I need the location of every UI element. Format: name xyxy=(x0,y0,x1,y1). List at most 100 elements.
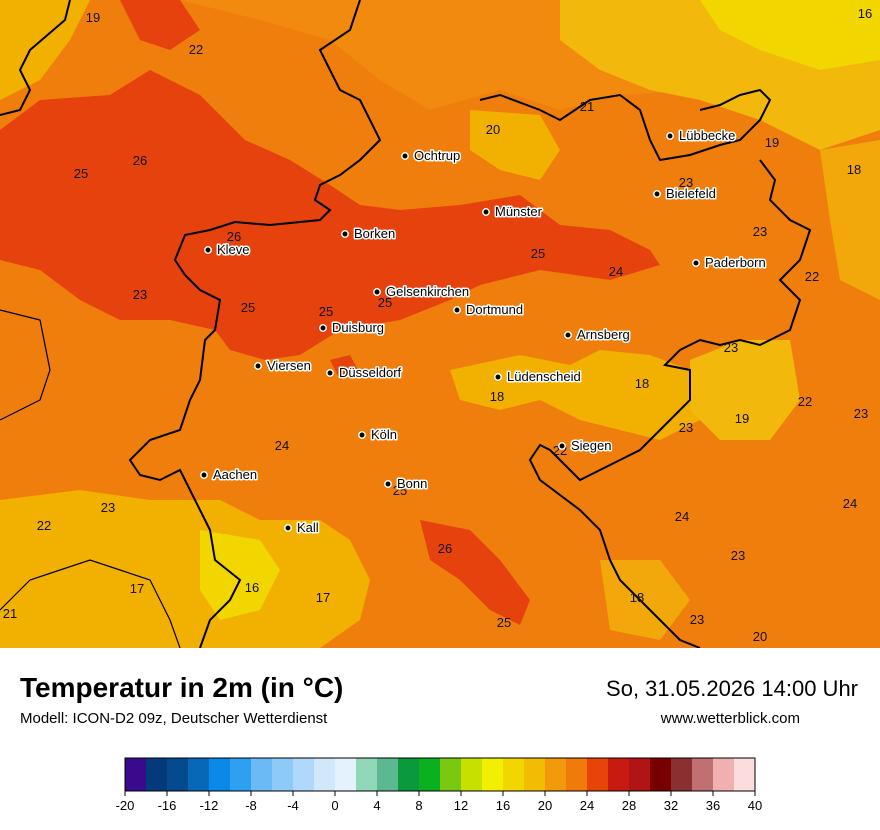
legend-frame xyxy=(124,757,756,792)
legend-swatch xyxy=(629,758,651,791)
temperature-label: 23 xyxy=(690,612,704,627)
legend-tick-label: 20 xyxy=(538,798,552,813)
temperature-label: 20 xyxy=(753,629,767,644)
cool-region-southeast-2 xyxy=(600,560,690,640)
temperature-label: 23 xyxy=(679,420,693,435)
temperature-label: 26 xyxy=(227,229,241,244)
legend-swatch xyxy=(125,758,147,791)
temperature-map: 19 16 22 21 20 19 26 18 25 23 23 26 25 24 22 23 25 25 25 23… xyxy=(0,0,880,648)
city-marker[interactable]: Köln xyxy=(358,426,399,444)
city-label: Düsseldorf xyxy=(339,365,402,380)
city-marker[interactable]: Ochtrup xyxy=(401,147,462,165)
legend-tick-label: 32 xyxy=(664,798,678,813)
temperature-label: 25 xyxy=(531,246,545,261)
city-label: Dortmund xyxy=(466,302,523,317)
legend-swatch xyxy=(146,758,168,791)
city-label: Münster xyxy=(495,204,543,219)
city-dot xyxy=(319,324,327,332)
legend-swatch xyxy=(356,758,378,791)
legend-tick-label: -12 xyxy=(200,798,219,813)
temperature-label: 23 xyxy=(753,224,767,239)
temperature-label: 21 xyxy=(3,606,17,621)
legend-tick-label: 16 xyxy=(496,798,510,813)
legend-swatch xyxy=(188,758,210,791)
temperature-label: 21 xyxy=(580,99,594,114)
border-belgium xyxy=(0,309,51,421)
border-rlp xyxy=(0,559,181,648)
city-dot xyxy=(341,230,349,238)
city-marker[interactable]: Düsseldorf xyxy=(326,364,403,382)
legend-swatch xyxy=(167,758,189,791)
city-marker[interactable]: Kleve xyxy=(204,241,251,259)
temperature-label: 25 xyxy=(378,295,392,310)
city-marker[interactable]: Gelsenkirchen xyxy=(373,283,471,301)
hot-region-west xyxy=(0,70,660,360)
temperature-label: 26 xyxy=(438,541,452,556)
city-marker[interactable]: Lüdenscheid xyxy=(494,368,582,386)
temperature-label: 25 xyxy=(241,300,255,315)
legend-swatch xyxy=(566,758,588,791)
city-dot xyxy=(326,369,334,377)
legend-swatch xyxy=(272,758,294,791)
map-title: Temperatur in 2m (in °C) xyxy=(20,672,344,703)
city-marker[interactable]: Bonn xyxy=(384,475,429,493)
city-marker[interactable]: Bielefeld xyxy=(653,185,717,203)
hot-region-koeln xyxy=(330,355,358,380)
footer: Temperatur in 2m (in °C) Modell: ICON-D2… xyxy=(0,648,880,830)
border-lower-saxony xyxy=(128,0,382,648)
city-marker[interactable]: Dortmund xyxy=(453,301,525,319)
city-dot xyxy=(373,288,381,296)
cool-region-east xyxy=(820,140,880,300)
temperature-label: 23 xyxy=(679,175,693,190)
legend-tick-label: 28 xyxy=(622,798,636,813)
city-dot xyxy=(692,259,700,267)
city-marker[interactable]: Lübbecke xyxy=(666,127,737,145)
legend-swatch xyxy=(398,758,420,791)
temperature-label: 18 xyxy=(630,590,644,605)
legend-swatch xyxy=(650,758,672,791)
legend-swatch xyxy=(335,758,357,791)
city-marker[interactable]: Siegen xyxy=(558,437,613,455)
coolest-region-northeast xyxy=(700,0,880,70)
temperature-label: 22 xyxy=(189,42,203,57)
city-marker[interactable]: Münster xyxy=(482,203,544,221)
temperature-label: 23 xyxy=(854,406,868,421)
city-dot xyxy=(564,331,572,339)
city-dot xyxy=(200,471,208,479)
city-marker[interactable]: Duisburg xyxy=(319,319,386,337)
legend-tick-label: 8 xyxy=(415,798,422,813)
city-marker[interactable]: Borken xyxy=(341,225,397,243)
city-label: Bielefeld xyxy=(666,186,716,201)
temperature-label: 23 xyxy=(133,287,147,302)
city-label: Köln xyxy=(371,427,397,442)
legend-swatch xyxy=(419,758,441,791)
temperature-label: 18 xyxy=(490,389,504,404)
city-label: Duisburg xyxy=(332,320,384,335)
legend-tick-label: 36 xyxy=(706,798,720,813)
temperature-label: 23 xyxy=(731,548,745,563)
city-dot xyxy=(254,362,262,370)
legend-tick-label: -20 xyxy=(116,798,135,813)
city-marker[interactable]: Paderborn xyxy=(692,254,767,272)
city-marker[interactable]: Aachen xyxy=(200,466,259,484)
legend-tick-label: 24 xyxy=(580,798,594,813)
city-dot xyxy=(384,480,392,488)
city-label: Borken xyxy=(354,226,395,241)
temperature-label: 17 xyxy=(130,581,144,596)
city-label: Siegen xyxy=(571,438,611,453)
city-marker[interactable]: Viersen xyxy=(254,357,312,375)
warm-region-north xyxy=(0,0,880,130)
legend-tick-label: 0 xyxy=(331,798,338,813)
hot-region-north xyxy=(120,0,200,50)
hot-region-south xyxy=(420,520,530,625)
legend-tick-label: -16 xyxy=(158,798,177,813)
legend-swatch xyxy=(314,758,336,791)
city-label: Viersen xyxy=(267,358,311,373)
temperature-label: 16 xyxy=(245,580,259,595)
city-marker[interactable]: Kall xyxy=(284,519,320,537)
website-link[interactable]: www.wetterblick.com xyxy=(660,710,800,727)
city-marker[interactable]: Arnsberg xyxy=(564,326,631,344)
city-dot xyxy=(358,431,366,439)
legend-swatch xyxy=(524,758,546,791)
temperature-label: 25 xyxy=(319,304,333,319)
